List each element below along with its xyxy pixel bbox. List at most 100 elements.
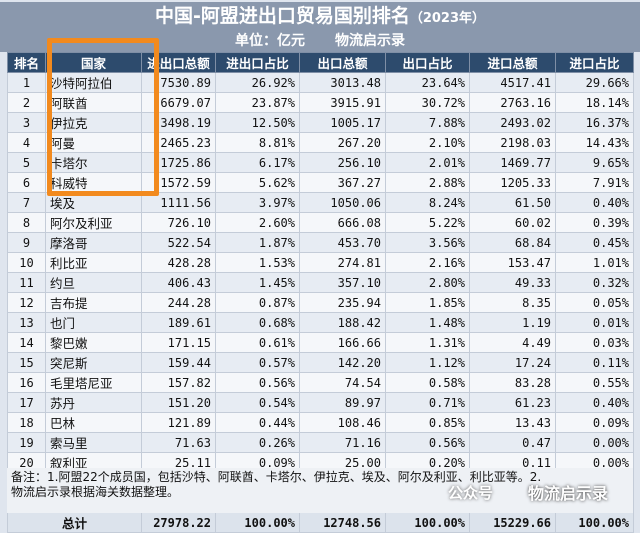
table-cell: 17.24 (469, 352, 556, 373)
table-cell: 18 (7, 412, 46, 433)
table-cell: 0.58% (385, 372, 470, 393)
table-cell: 13 (7, 312, 46, 333)
table-cell: 毛里塔尼亚 (45, 372, 142, 393)
table-cell: 453.70 (299, 232, 386, 253)
table-cell: 74.54 (299, 372, 386, 393)
table-cell: 5.22% (385, 212, 470, 233)
table-cell: 12 (7, 292, 46, 313)
table-cell: 3 (7, 112, 46, 133)
table-cell: 2465.23 (141, 132, 216, 153)
column-header: 进出口占比 (215, 52, 300, 73)
table-cell: 利比亚 (45, 252, 142, 273)
table-cell: 0.87% (215, 292, 300, 313)
title-year: （2023年） (409, 11, 486, 26)
table-cell: 159.44 (141, 352, 216, 373)
table-cell: 2.16% (385, 252, 470, 273)
table-cell: 0.40% (555, 192, 634, 213)
table-cell: 267.20 (299, 132, 386, 153)
total-cell: 27978.22 (141, 512, 216, 533)
table-cell: 23.87% (215, 92, 300, 113)
table-cell: 166.66 (299, 332, 386, 353)
table-cell: 61.50 (469, 192, 556, 213)
table-cell: 0.32% (555, 272, 634, 293)
table-cell: 13.43 (469, 412, 556, 433)
table-row: 12 吉布提 244.28 0.87% 235.94 1.85% 8.35 0.05% (7, 292, 634, 313)
table-row: 19 索马里 71.63 0.26% 71.16 0.56% 0.47 0.00% (7, 432, 634, 453)
table-cell: 2.01% (385, 152, 470, 173)
table-row: 4 阿曼 2465.23 8.81% 267.20 2.10% 2198.03 14.43% (7, 132, 634, 153)
table-cell: 约旦 (45, 272, 142, 293)
table-cell: 吉布提 (45, 292, 142, 313)
table-row: 3 伊拉克 3498.19 12.50% 1005.17 7.88% 2493.02 16.3… (7, 112, 634, 133)
table-cell: 61.23 (469, 392, 556, 413)
table-cell: 1.45% (215, 272, 300, 293)
table-cell: 726.10 (141, 212, 216, 233)
column-header: 出口占比 (385, 52, 470, 73)
table-cell: 科威特 (45, 172, 142, 193)
table-row: 10 利比亚 428.28 1.53% 274.81 2.16% 153.47 1.01% (7, 252, 634, 273)
table-cell: 2.88% (385, 172, 470, 193)
table-cell: 17 (7, 392, 46, 413)
table-cell: 1.01% (555, 252, 634, 273)
table-row: 20 叙利亚 25.11 0.09% 25.00 0.20% 0.11 0.00% (7, 452, 634, 473)
title-text: 中国-阿盟进出口贸易国别排名 (154, 5, 410, 27)
table-cell: 26.92% (215, 72, 300, 93)
table-cell: 188.42 (299, 312, 386, 333)
footnote-line-1: 备注：1.阿盟22个成员国，包括沙特、阿联酋、卡塔尔、伊拉克、埃及、阿尔及利亚、… (11, 470, 542, 484)
footnote-line-2: 物流启示录根据海关数据整理。 (11, 485, 180, 499)
table-cell: 1.53% (215, 252, 300, 273)
table-cell: 256.10 (299, 152, 386, 173)
table-cell: 埃及 (45, 192, 142, 213)
table-cell: 1 (7, 72, 46, 93)
highlight-box (47, 38, 159, 196)
table-cell: 0.39% (555, 212, 634, 233)
table-cell: 0.68% (215, 312, 300, 333)
table-cell: 0.05% (555, 292, 634, 313)
table-cell: 19 (7, 432, 46, 453)
table-cell: 666.08 (299, 212, 386, 233)
table-cell: 71.16 (299, 432, 386, 453)
table-cell: 2 (7, 92, 46, 113)
table-cell: 0.09% (215, 452, 300, 473)
table-cell: 0.56% (385, 432, 470, 453)
table-cell: 2.80% (385, 272, 470, 293)
table-cell: 367.27 (299, 172, 386, 193)
table-cell: 1.85% (385, 292, 470, 313)
table-cell: 0.00% (555, 432, 634, 453)
table-cell: 苏丹 (45, 392, 142, 413)
table-cell: 108.46 (299, 412, 386, 433)
table-cell: 6679.07 (141, 92, 216, 113)
table-cell: 235.94 (299, 292, 386, 313)
table-cell: 0.20% (385, 452, 470, 473)
table-cell: 8.24% (385, 192, 470, 213)
table-cell: 10 (7, 252, 46, 273)
table-cell: 1.87% (215, 232, 300, 253)
total-cell: 总计 (7, 512, 142, 533)
table-cell: 1.19 (469, 312, 556, 333)
total-cell: 100.00% (215, 512, 300, 533)
table-cell: 2.10% (385, 132, 470, 153)
page-title: 中国-阿盟进出口贸易国别排名（2023年） (0, 2, 640, 30)
table-cell: 151.20 (141, 392, 216, 413)
table-cell: 16.37% (555, 112, 634, 133)
subtitle-bar: 单位：亿元 物流启示录 (0, 30, 640, 52)
table-cell: 49.33 (469, 272, 556, 293)
column-header: 出口总额 (299, 52, 386, 73)
table-cell: 23.64% (385, 72, 470, 93)
table-cell: 12.50% (215, 112, 300, 133)
table-cell: 68.84 (469, 232, 556, 253)
table-cell: 8.35 (469, 292, 556, 313)
table-cell: 30.72% (385, 92, 470, 113)
table-cell: 阿曼 (45, 132, 142, 153)
table-cell: 0.71% (385, 392, 470, 413)
table-row: 6 科威特 1572.59 5.62% 367.27 2.88% 1205.33 7.91% (7, 172, 634, 193)
table-cell: 15 (7, 352, 46, 373)
table-cell: 1469.77 (469, 152, 556, 173)
table-cell: 357.10 (299, 272, 386, 293)
table-cell: 0.57% (215, 352, 300, 373)
table-row: 16 毛里塔尼亚 157.82 0.56% 74.54 0.58% 83.28 0.55% (7, 372, 634, 393)
watermark-brand: 物流启示录 (528, 484, 609, 503)
table-cell: 3.56% (385, 232, 470, 253)
table-cell: 171.15 (141, 332, 216, 353)
table-cell: 7 (7, 192, 46, 213)
